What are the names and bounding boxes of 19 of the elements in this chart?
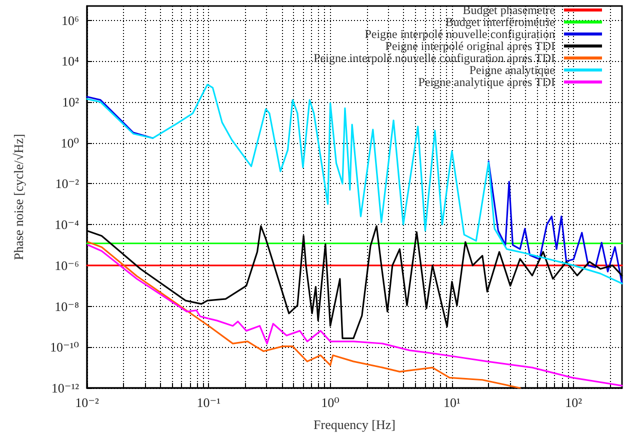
legend-label: Budget phasemetre: [462, 3, 555, 17]
legend-label: Peigne analytique: [469, 63, 555, 77]
y-tick-label: 10⁴: [61, 54, 80, 69]
y-tick-label: 10²: [62, 94, 80, 110]
x-tick-label: 10⁻²: [75, 395, 99, 410]
y-tick-label: 10⁰: [60, 135, 79, 150]
x-axis-title: Frequency [Hz]: [314, 417, 396, 432]
x-tick-label: 10⁻¹: [196, 395, 221, 410]
y-tick-label: 10⁻⁶: [54, 258, 79, 273]
y-tick-label: 10⁻¹²: [51, 380, 80, 396]
y-tick-label: 10⁻²: [55, 176, 80, 192]
y-tick-label: 10⁻¹⁰: [50, 340, 79, 355]
y-tick-label: 10⁻⁸: [54, 298, 80, 314]
x-tick-label: 10¹: [443, 395, 460, 410]
y-axis-title: Phase noise [cycle/√Hz]: [11, 134, 26, 260]
x-tick-label: 10²: [565, 395, 582, 410]
x-tick-label: 10⁰: [321, 395, 340, 410]
y-tick-label: 10⁶: [61, 12, 79, 28]
y-tick-label: 10⁻⁴: [54, 217, 80, 232]
